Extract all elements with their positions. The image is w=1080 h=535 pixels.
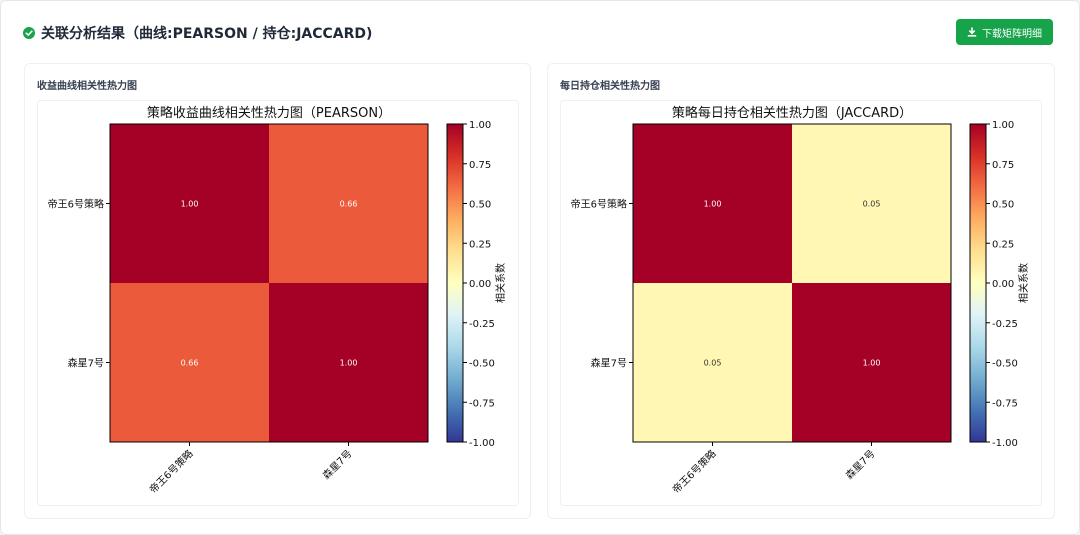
heatmap-cells: 1.00 0.66 0.66 1.00 (110, 124, 428, 442)
colorbar-tick-label: -0.75 (469, 398, 495, 409)
heatmap-cell (633, 283, 792, 442)
heatmap-cell (110, 124, 269, 283)
heatmap-cells: 1.00 0.05 0.05 1.00 (633, 124, 951, 442)
card-title: 每日持仓相关性热力图 (560, 81, 660, 92)
colorbar-tick-label: -1.00 (992, 438, 1018, 449)
heatmap-cell (269, 283, 428, 442)
cell-value-label: 1.00 (704, 200, 722, 209)
colorbar-tick-label: 0.50 (992, 200, 1014, 211)
page-title: 关联分析结果（曲线:PEARSON / 持仓:JACCARD) (41, 26, 373, 42)
y-tick-label: 森星7号 (68, 357, 104, 370)
heatmap-cell (269, 124, 428, 283)
jaccard-heatmap-chart: 策略每日持仓相关性热力图（JACCARD） 1.00 0.05 0.05 1.00 帝王6… (571, 105, 1030, 496)
x-tick-label: 森星7号 (843, 447, 878, 482)
cell-value-label: 0.66 (181, 359, 199, 368)
cell-value-label: 0.05 (863, 200, 881, 209)
chart-title: 策略每日持仓相关性热力图（JACCARD） (672, 105, 912, 121)
colorbar-tick-label: 0.50 (469, 200, 491, 211)
colorbar-tick-label: 0.25 (469, 239, 491, 250)
heatmap-cell (792, 124, 951, 283)
pearson-heatmap-card: 收益曲线相关性热力图 策略收益曲线相关性热力图（PEARSON） 1.00 0.66… (24, 63, 531, 519)
colorbar-label: 相关系数 (1017, 263, 1030, 303)
pearson-heatmap-chart: 策略收益曲线相关性热力图（PEARSON） 1.00 0.66 0.66 1.00 帝王6… (48, 105, 507, 496)
colorbar (969, 123, 987, 443)
colorbar-tick-label: 0.25 (992, 239, 1014, 250)
cell-value-label: 1.00 (340, 359, 358, 368)
heatmap-cell (792, 283, 951, 442)
colorbar-tick-label: 0.75 (992, 160, 1014, 171)
cell-value-label: 0.05 (704, 359, 722, 368)
colorbar-tick-label: -0.75 (992, 398, 1018, 409)
plot-frame: 策略每日持仓相关性热力图（JACCARD） 1.00 0.05 0.05 1.00 帝王6… (560, 100, 1042, 506)
x-tick-label: 帝王6号策略 (670, 447, 719, 496)
colorbar (446, 123, 464, 443)
cell-value-label: 0.66 (340, 200, 358, 209)
cell-value-label: 1.00 (863, 359, 881, 368)
plot-border (632, 123, 952, 443)
cell-value-label: 1.00 (181, 200, 199, 209)
colorbar-tick-label: -0.50 (992, 359, 1018, 370)
heatmap-cell (110, 283, 269, 442)
x-tick-label: 帝王6号策略 (147, 447, 196, 496)
heatmap-cell (633, 124, 792, 283)
colorbar-tick-label: 0.00 (469, 279, 491, 290)
check-circle-icon (23, 27, 35, 39)
y-tick-label: 森星7号 (591, 357, 627, 370)
chart-title: 策略收益曲线相关性热力图（PEARSON） (147, 105, 391, 121)
plot-border (109, 123, 429, 443)
download-label: 下载矩阵明细 (982, 28, 1042, 40)
y-tick-label: 帝王6号策略 (48, 198, 104, 211)
colorbar-tick-label: 1.00 (992, 120, 1014, 131)
results-header: 关联分析结果（曲线:PEARSON / 持仓:JACCARD) (23, 21, 372, 45)
download-matrix-button[interactable]: 下载矩阵明细 (956, 19, 1053, 45)
card-title: 收益曲线相关性热力图 (37, 81, 137, 92)
plot-frame: 策略收益曲线相关性热力图（PEARSON） 1.00 0.66 0.66 1.00 帝王6… (37, 100, 519, 506)
colorbar-label: 相关系数 (494, 263, 507, 303)
colorbar-tick-label: 1.00 (469, 120, 491, 131)
colorbar-tick-label: 0.75 (469, 160, 491, 171)
download-icon (967, 27, 977, 37)
colorbar-tick-label: -0.25 (992, 319, 1018, 330)
colorbar-tick-label: -0.50 (469, 359, 495, 370)
colorbar-tick-label: 0.00 (992, 279, 1014, 290)
colorbar-tick-label: -1.00 (469, 438, 495, 449)
jaccard-heatmap-card: 每日持仓相关性热力图 策略每日持仓相关性热力图（JACCARD） 1.00 0.05… (547, 63, 1055, 519)
x-tick-label: 森星7号 (320, 447, 355, 482)
y-tick-label: 帝王6号策略 (571, 198, 627, 211)
colorbar-tick-label: -0.25 (469, 319, 495, 330)
